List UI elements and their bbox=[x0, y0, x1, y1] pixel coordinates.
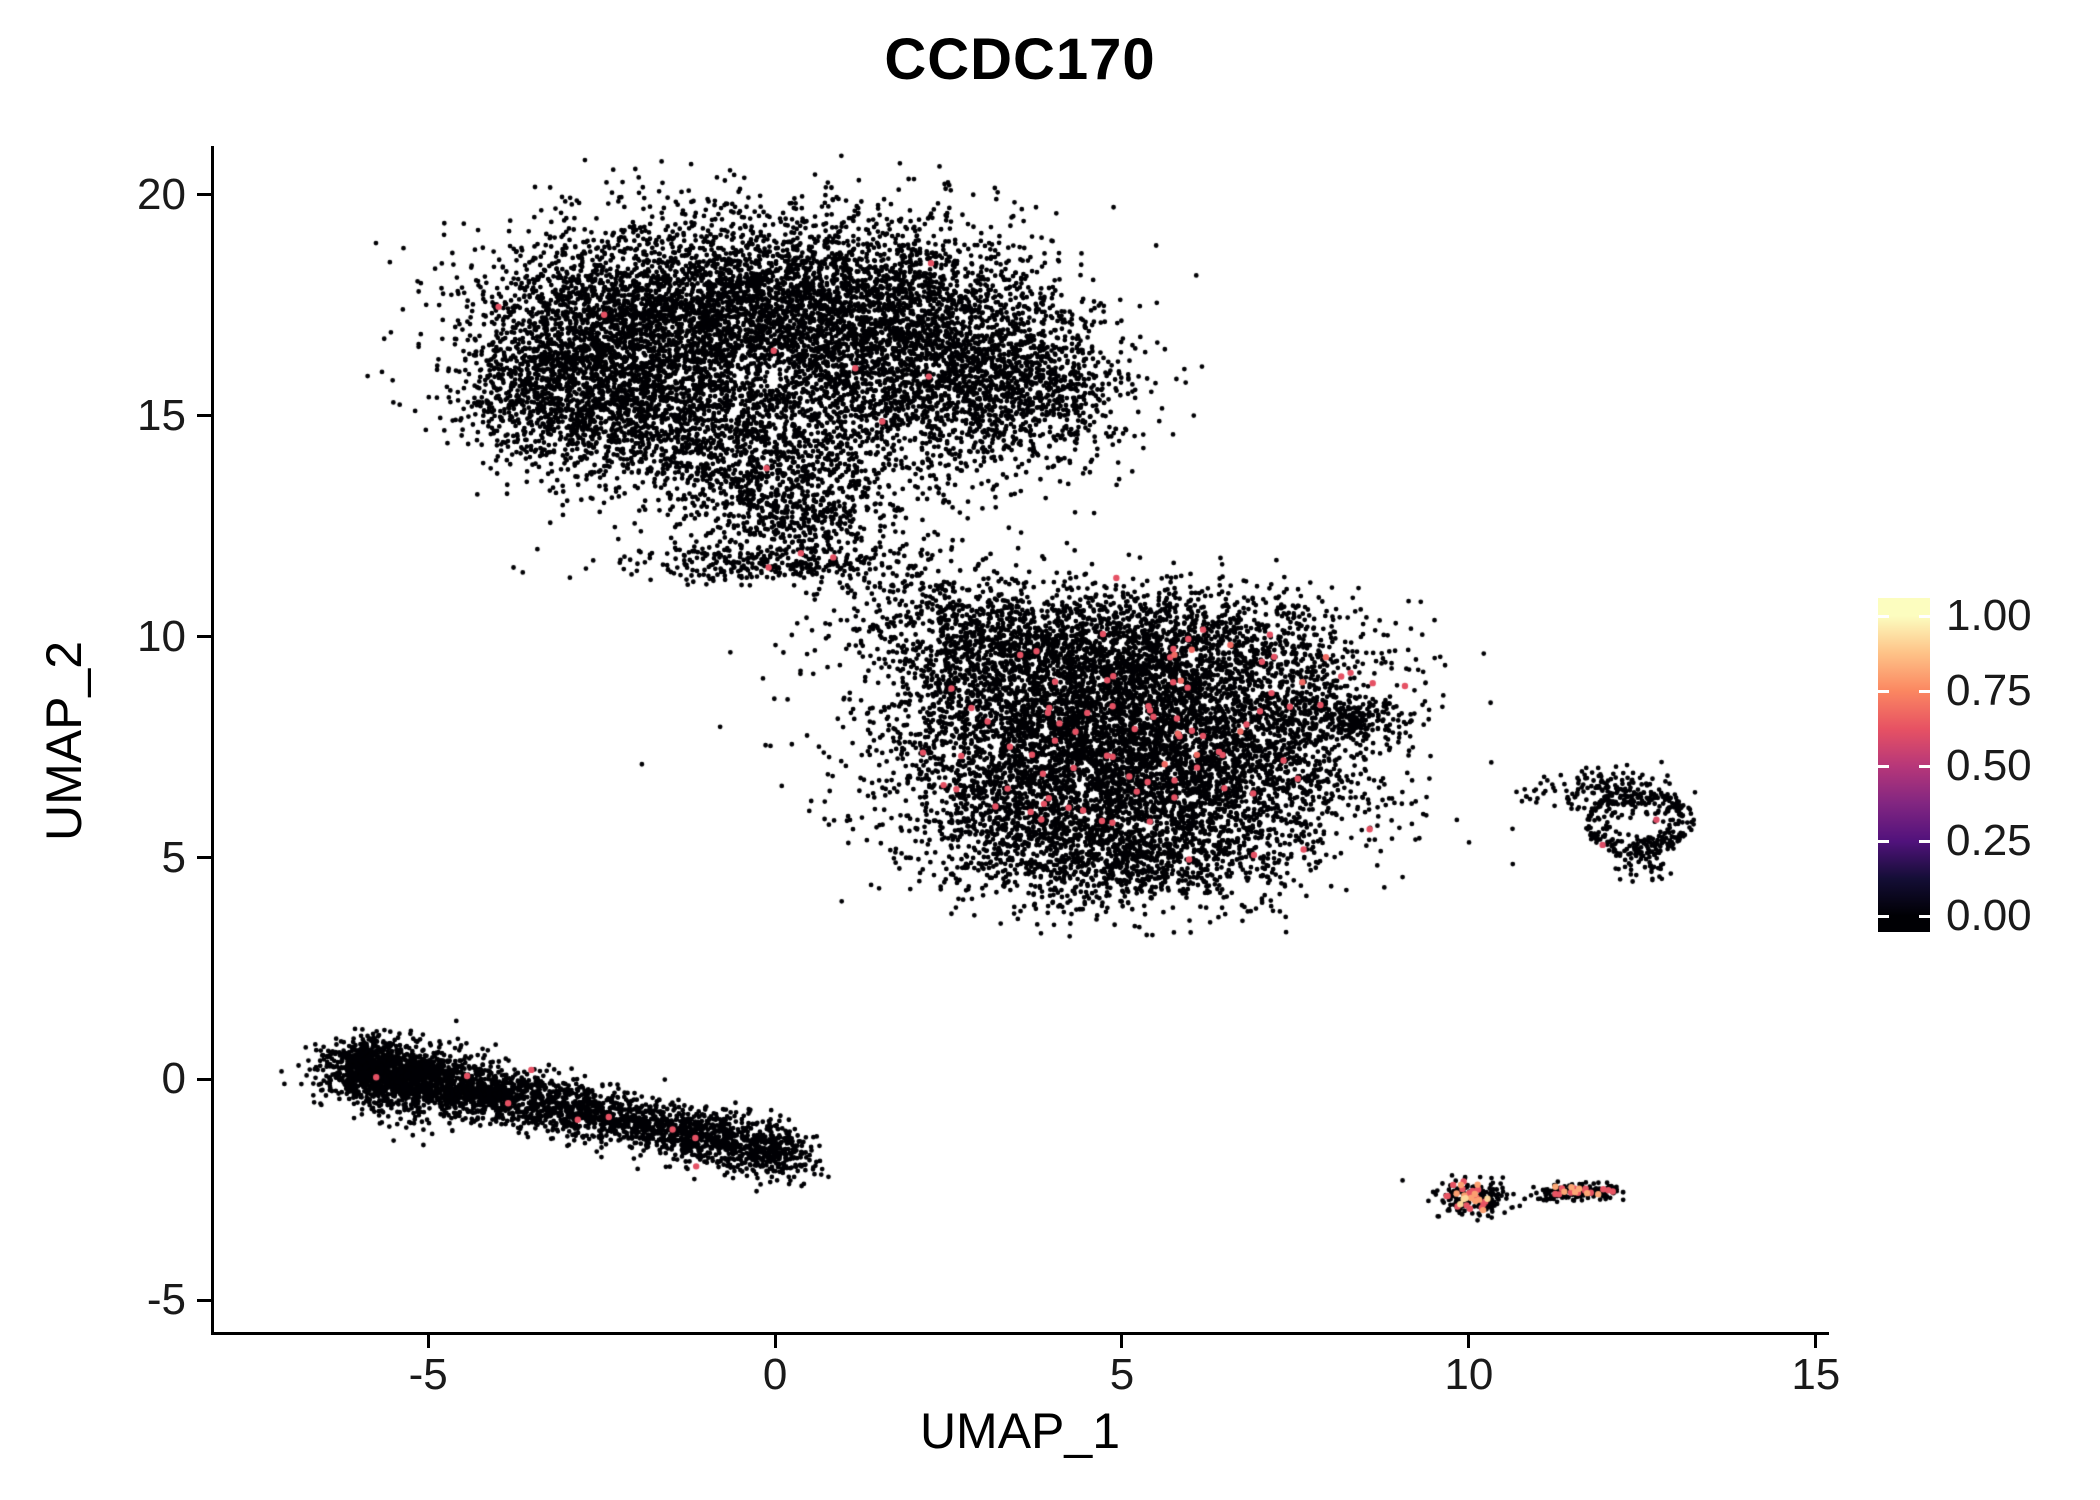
colorbar-tick-mark bbox=[1878, 689, 1889, 693]
y-tick-label: 15 bbox=[137, 390, 186, 440]
y-axis-label: UMAP_2 bbox=[36, 640, 92, 842]
colorbar-tick-label: 1.00 bbox=[1946, 591, 2032, 640]
x-tick-mark bbox=[1814, 1335, 1818, 1348]
colorbar-tick-mark bbox=[1878, 764, 1889, 768]
colorbar-tick-mark bbox=[1919, 689, 1930, 693]
colorbar-tick-mark bbox=[1919, 839, 1930, 843]
x-tick-mark bbox=[1467, 1335, 1471, 1348]
y-tick-label: 20 bbox=[137, 169, 186, 219]
y-tick-mark bbox=[197, 193, 211, 197]
colorbar-tick-mark bbox=[1878, 614, 1889, 618]
colorbar-tick-mark bbox=[1919, 764, 1930, 768]
x-tick-label: 5 bbox=[1109, 1350, 1135, 1399]
colorbar-tick-mark bbox=[1878, 914, 1889, 918]
colorbar-tick-label: 0.75 bbox=[1946, 666, 2032, 715]
colorbar-tick-label: 0.25 bbox=[1946, 816, 2032, 865]
x-axis-label: UMAP_1 bbox=[919, 1403, 1121, 1459]
x-tick-label: -5 bbox=[408, 1350, 448, 1399]
x-tick-label: 10 bbox=[1444, 1350, 1494, 1399]
x-tick-label: 15 bbox=[1791, 1350, 1841, 1399]
colorbar-tick-mark bbox=[1919, 614, 1930, 618]
y-tick-mark bbox=[197, 856, 211, 860]
colorbar-tick-mark bbox=[1878, 839, 1889, 843]
y-tick-mark bbox=[197, 635, 211, 639]
colorbar-tick-label: 0.50 bbox=[1946, 741, 2032, 790]
y-tick-label: -5 bbox=[146, 1275, 186, 1325]
colorbar-tick-mark bbox=[1919, 914, 1930, 918]
y-tick-label: 5 bbox=[161, 832, 186, 882]
y-tick-label: 0 bbox=[161, 1054, 186, 1104]
x-tick-mark bbox=[426, 1335, 430, 1348]
y-tick-mark bbox=[197, 1077, 211, 1081]
y-tick-label: 10 bbox=[137, 611, 186, 661]
y-tick-mark bbox=[197, 1298, 211, 1302]
x-tick-mark bbox=[1120, 1335, 1124, 1348]
y-tick-mark bbox=[197, 414, 211, 418]
x-tick-mark bbox=[773, 1335, 777, 1348]
x-tick-label: 0 bbox=[762, 1350, 788, 1399]
colorbar-tick-label: 0.00 bbox=[1946, 891, 2032, 940]
